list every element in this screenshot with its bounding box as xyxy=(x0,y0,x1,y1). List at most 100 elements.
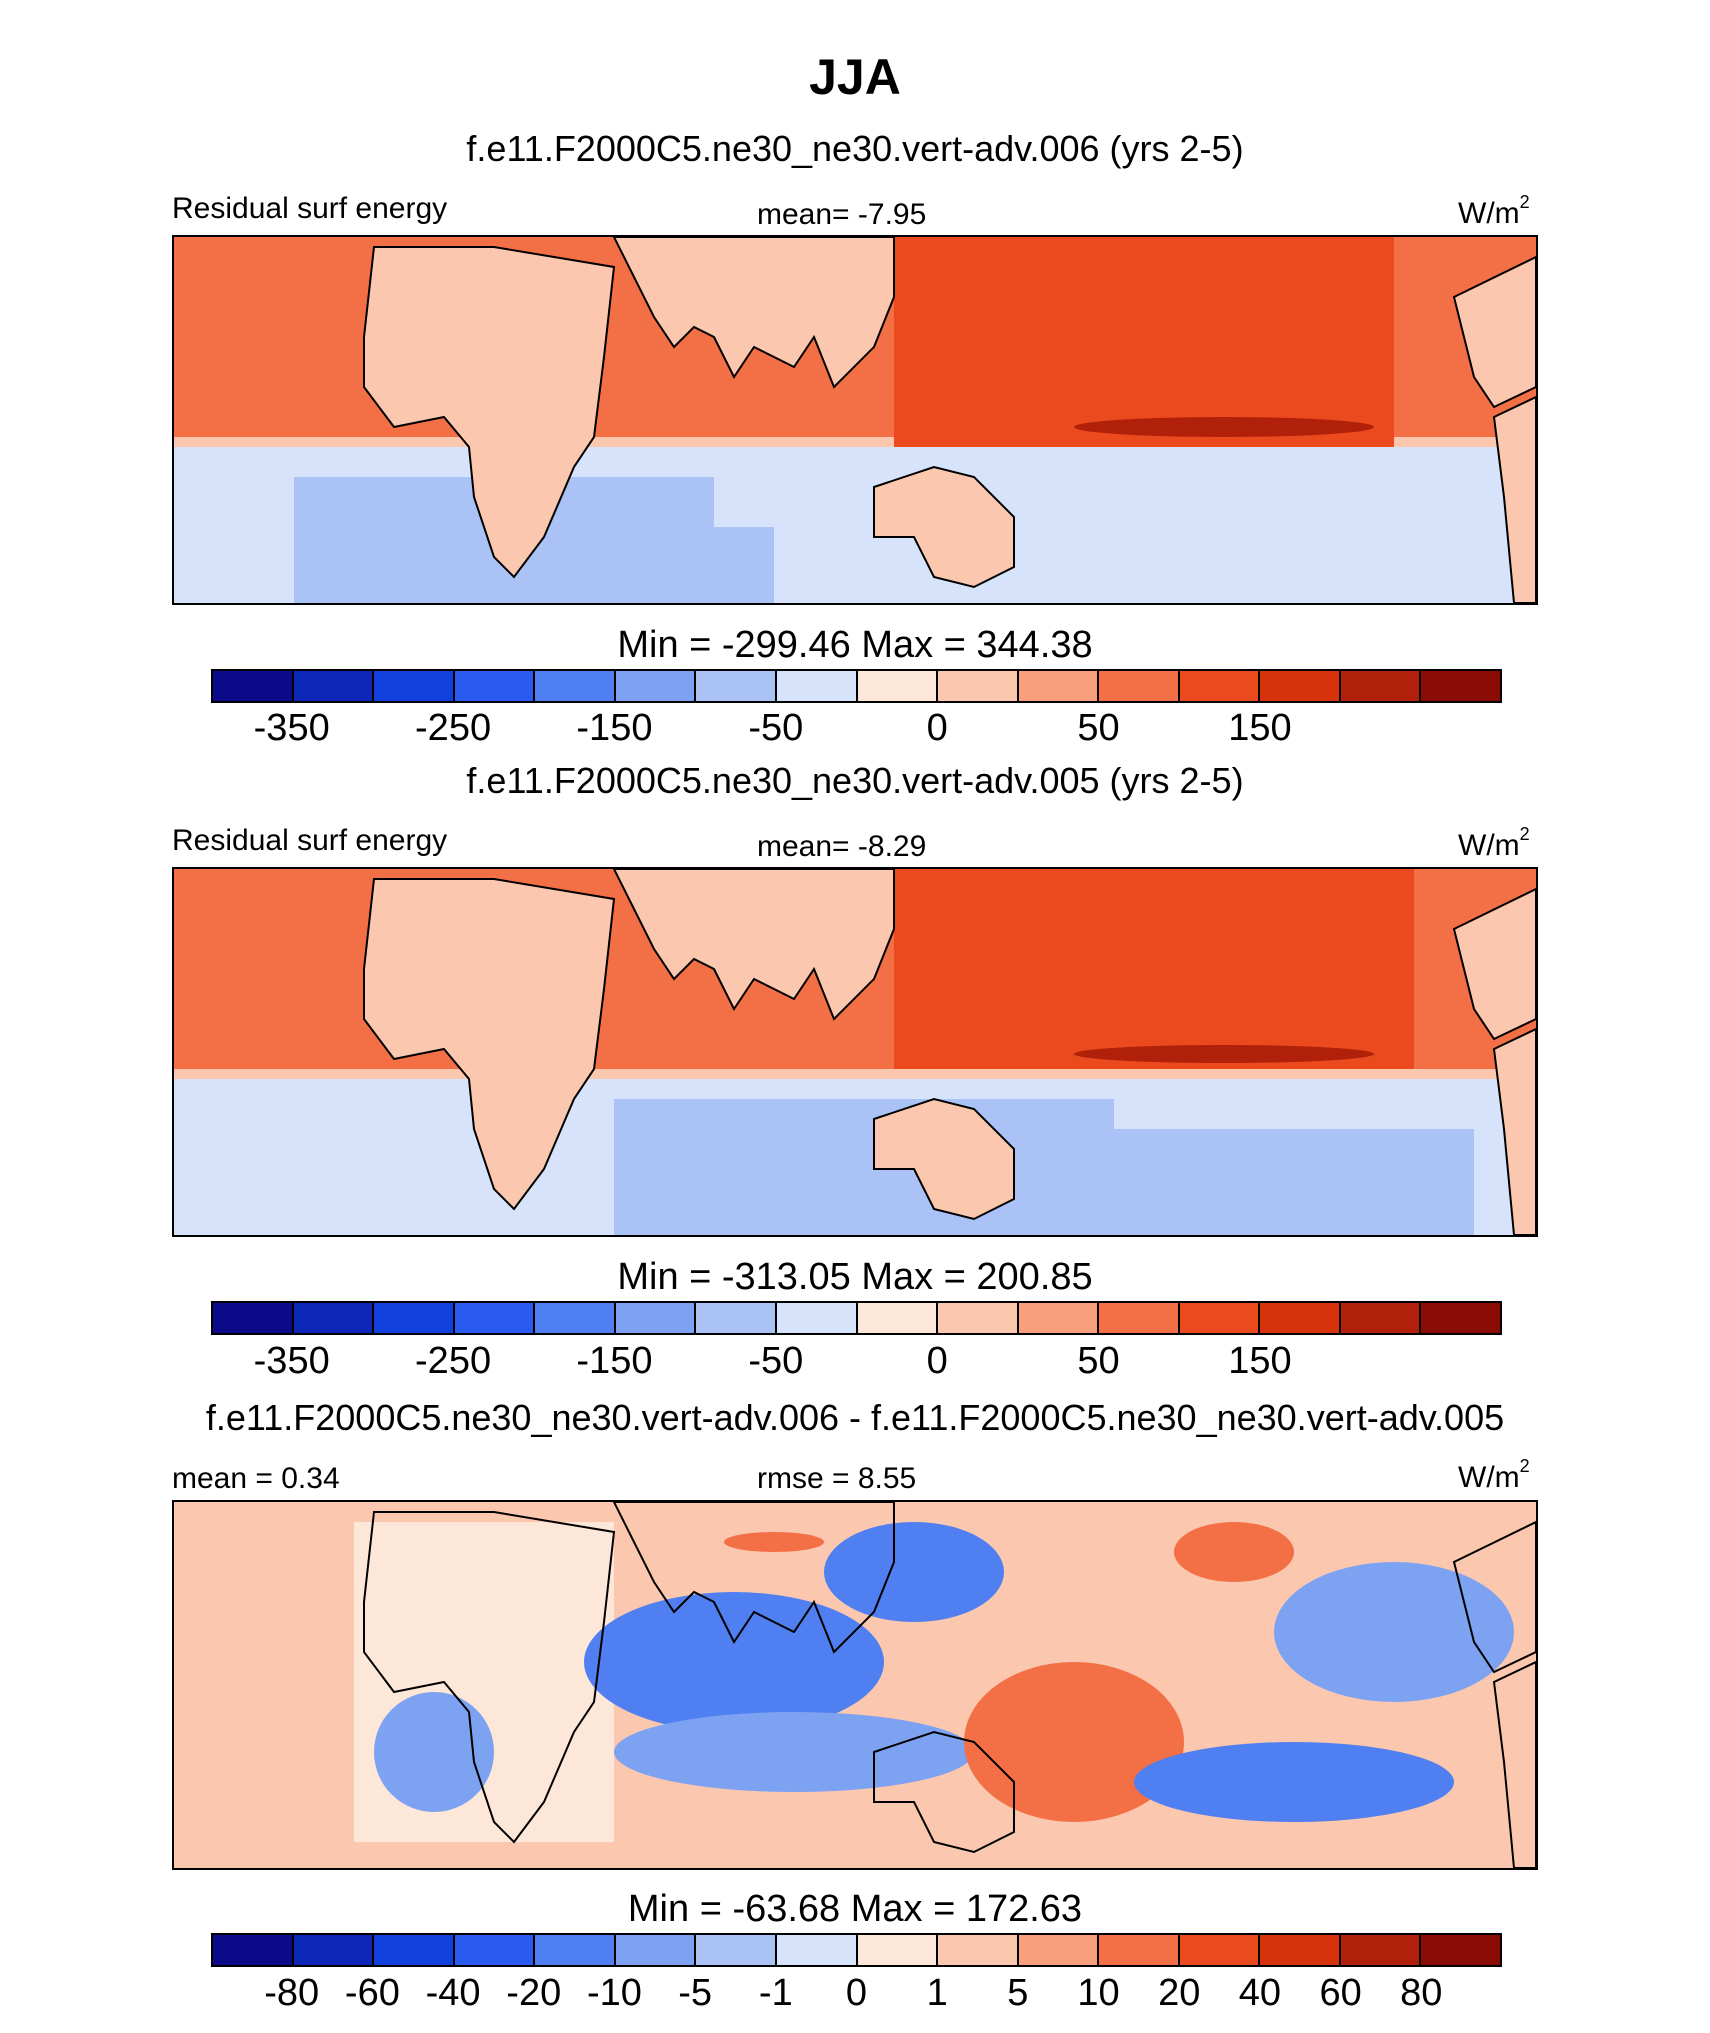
panel-3-colorbar-swatch xyxy=(938,1935,1019,1965)
panel-2-colorbar-swatch xyxy=(1260,1303,1341,1333)
panel-3-colorbar-swatch xyxy=(1018,1935,1100,1965)
panel-2-colorbar-swatch xyxy=(615,1303,697,1333)
panel-3-map xyxy=(172,1500,1538,1870)
panel-1-colorbar-swatch xyxy=(535,671,616,701)
panel-1-colorbar-tick-label: 50 xyxy=(1077,707,1120,749)
panel-1-colorbar-tick-label: 150 xyxy=(1228,707,1292,749)
panel-1-colorbar-swatch xyxy=(1421,671,1500,701)
panel-1-map-svg xyxy=(174,237,1536,603)
panel-2-minmax: Min = -313.05 Max = 200.85 xyxy=(617,1256,1093,1298)
panel-3-sp-blue xyxy=(1134,1742,1454,1822)
panel-1-africa xyxy=(364,247,614,577)
panel-2-colorbar-tick-label: 150 xyxy=(1228,1340,1292,1382)
panel-3-colorbar-tick-label: -60 xyxy=(344,1972,400,2014)
panel-3-units: W/m2 xyxy=(1458,1456,1530,1494)
panel-2-colorbar-swatch xyxy=(374,1303,455,1333)
panel-1-atlantic-warm xyxy=(174,237,374,427)
panel-1-colorbar-swatch xyxy=(293,671,375,701)
panel-3-colorbar-swatch xyxy=(696,1935,777,1965)
panel-1-pacific-warm xyxy=(894,237,1394,447)
panel-2-colorbar-swatch xyxy=(1018,1303,1100,1333)
panel-3-colorbar-swatch xyxy=(1421,1935,1500,1965)
panel-3-colorbar-swatch xyxy=(374,1935,455,1965)
panel-1-south-america xyxy=(1494,397,1536,603)
panel-3-minmax: Min = -63.68 Max = 172.63 xyxy=(627,1888,1083,1930)
panel-2-colorbar-tick-label: -150 xyxy=(576,1340,653,1382)
panel-1-mean-label: mean= -7.95 xyxy=(757,198,927,231)
panel-1-colorbar-tick-label: -250 xyxy=(415,707,492,749)
panel-1-colorbar-swatch xyxy=(1340,671,1422,701)
panel-3-colorbar-swatch xyxy=(1340,1935,1422,1965)
panel-1-colorbar-swatch xyxy=(938,671,1019,701)
panel-1-australia xyxy=(874,467,1014,587)
panel-1-colorbar-swatch xyxy=(696,671,777,701)
panel-3-colorbar-swatch xyxy=(615,1935,697,1965)
panel-2-title: f.e11.F2000C5.ne30_ne30.vert-adv.005 (yr… xyxy=(466,760,1244,801)
panel-2-colorbar-tick-label: 50 xyxy=(1077,1340,1120,1382)
panel-1-colorbar-swatch xyxy=(1260,671,1341,701)
panel-2-colorbar-swatch xyxy=(1340,1303,1422,1333)
panel-2-mean-label: mean= -8.29 xyxy=(757,830,927,863)
panel-1-title: f.e11.F2000C5.ne30_ne30.vert-adv.006 (yr… xyxy=(466,128,1244,169)
panel-1-minmax: Min = -299.46 Max = 344.38 xyxy=(617,624,1093,666)
panel-1-itcz-band xyxy=(1074,417,1374,437)
panel-1-colorbar-tick-label: -350 xyxy=(253,707,330,749)
panel-2-map xyxy=(172,867,1538,1237)
panel-2-colorbar-swatch xyxy=(938,1303,1019,1333)
panel-3-colorbar-swatch xyxy=(454,1935,536,1965)
panel-1-map xyxy=(172,235,1538,605)
panel-3-asia xyxy=(612,1502,895,1654)
panel-3-colorbar-swatch xyxy=(535,1935,616,1965)
panel-3-colorbar-tick-label: -5 xyxy=(678,1972,713,2014)
panel-3-map-svg xyxy=(174,1502,1536,1868)
panel-1-colorbar-tick-label: -150 xyxy=(576,707,653,749)
panel-2-variable-label: Residual surf energy xyxy=(172,824,448,857)
panel-1-colorbar-swatch xyxy=(776,671,858,701)
panel-1-colorbar-swatch xyxy=(1099,671,1180,701)
panel-1-colorbar-tick-label: 0 xyxy=(926,707,948,749)
panel-1-americas xyxy=(1454,257,1536,407)
panel-3-colorbar-tick-label: -10 xyxy=(586,1972,642,2014)
panel-2-australia xyxy=(874,1099,1014,1219)
panel-2-colorbar-swatch xyxy=(454,1303,536,1333)
panel-3-colorbar-swatch xyxy=(293,1935,375,1965)
panel-1-units: W/m2 xyxy=(1458,192,1530,230)
panel-1-colorbar-swatch xyxy=(213,671,294,701)
panel-2-colorbar-tick-label: -350 xyxy=(253,1340,330,1382)
panel-1-colorbar-swatch xyxy=(454,671,536,701)
panel-2-colorbar-swatch xyxy=(293,1303,375,1333)
panel-3-colorbar-swatch xyxy=(1099,1935,1180,1965)
panel-3-title: f.e11.F2000C5.ne30_ne30.vert-adv.006 - f… xyxy=(205,1397,1505,1438)
panel-3-africa xyxy=(363,1511,616,1844)
panel-2-colorbar xyxy=(211,1301,1502,1335)
panel-2-colorbar-tick-label: -250 xyxy=(415,1340,492,1382)
panel-1-asia xyxy=(614,237,894,387)
panel-2-colorbar-swatch xyxy=(535,1303,616,1333)
panel-2-map-svg xyxy=(174,869,1536,1235)
panel-2-africa xyxy=(364,879,614,1209)
panel-1-colorbar-swatch xyxy=(857,671,939,701)
panel-1-colorbar-swatch xyxy=(374,671,455,701)
panel-2-colorbar-swatch xyxy=(696,1303,777,1333)
panel-3-colorbar-swatch xyxy=(1260,1935,1341,1965)
panel-3-pacific-red xyxy=(964,1662,1184,1822)
panel-2-colorbar-tick-label: 0 xyxy=(926,1340,948,1382)
panel-2-colorbar-swatch xyxy=(1421,1303,1500,1333)
panel-3-colorbar-tick-label: 1 xyxy=(926,1972,948,2014)
panel-3-colorbar-tick-label: -20 xyxy=(506,1972,562,2014)
panel-3-colorbar-tick-label: 0 xyxy=(845,1972,868,2014)
panel-3-mean-label: mean = 0.34 xyxy=(172,1462,340,1495)
panel-3-colorbar-tick-label: -40 xyxy=(425,1972,481,2014)
panel-3-colorbar-tick-label: 80 xyxy=(1400,1972,1443,2014)
panel-2-colorbar-swatch xyxy=(1179,1303,1261,1333)
panel-2-pacific-warm xyxy=(894,869,1414,1069)
panel-2-colorbar-tick-label: -50 xyxy=(748,1340,804,1382)
panel-1-variable-label: Residual surf energy xyxy=(172,192,448,225)
panel-1-colorbar-tick-label: -50 xyxy=(748,707,804,749)
panel-2-colorbar-swatch xyxy=(776,1303,858,1333)
figure-title: JJA xyxy=(809,49,901,105)
panel-1-colorbar-swatch xyxy=(1179,671,1261,701)
panel-2-colorbar-swatch xyxy=(213,1303,294,1333)
panel-2-asia xyxy=(614,869,894,1019)
panel-3-asia-blue xyxy=(824,1522,1004,1622)
